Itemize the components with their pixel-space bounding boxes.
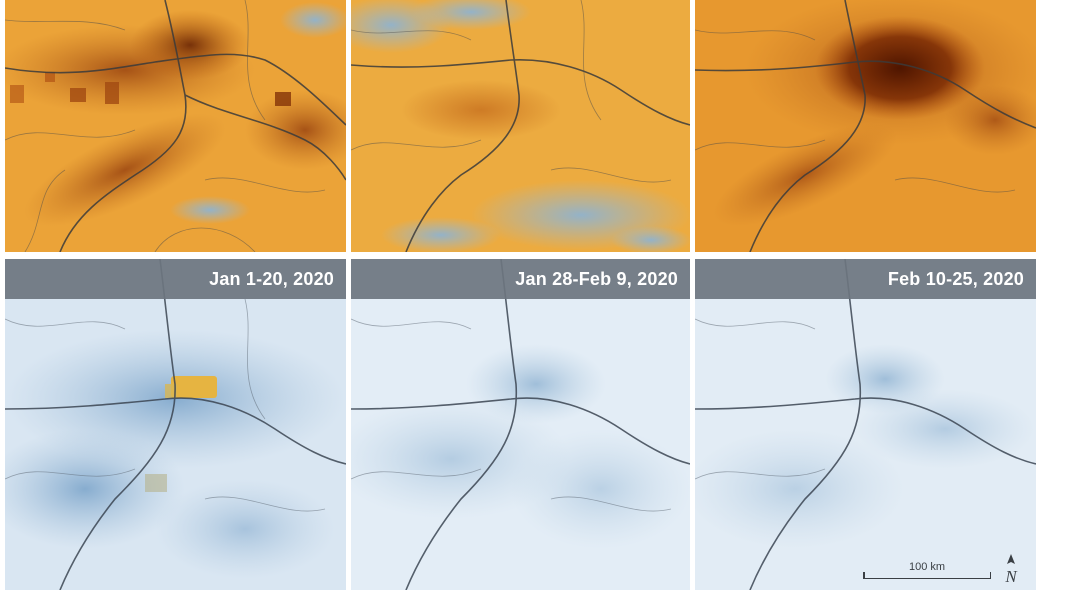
bottom-map-jan-28-feb-9: Jan 28-Feb 9, 2020 xyxy=(351,259,690,590)
no2-map-3-2020 xyxy=(695,259,1036,590)
no2-map-1-2019 xyxy=(5,0,346,252)
period-label-jan-28-feb-9: Jan 28-Feb 9, 2020 xyxy=(351,259,690,299)
no2-map-2-2020 xyxy=(351,259,690,590)
north-arrow-icon: N xyxy=(1004,554,1018,586)
top-map-jan-28-feb-9 xyxy=(351,0,690,252)
top-map-jan-1-20 xyxy=(5,0,346,252)
top-map-feb-10-25 xyxy=(695,0,1036,252)
no2-map-2-2019 xyxy=(351,0,690,252)
bottom-map-feb-10-25: Feb 10-25, 2020 100 km N xyxy=(695,259,1036,590)
no2-map-1-2020 xyxy=(5,259,346,590)
period-label-feb-10-25: Feb 10-25, 2020 xyxy=(695,259,1036,299)
north-arrow-letter: N xyxy=(1004,567,1018,586)
period-label-jan-1-20: Jan 1-20, 2020 xyxy=(5,259,346,299)
scale-bar-line xyxy=(863,572,991,579)
no2-map-3-2019 xyxy=(695,0,1036,252)
scale-bar: 100 km xyxy=(862,561,992,583)
scale-bar-label: 100 km xyxy=(908,561,946,573)
bottom-map-jan-1-20: Jan 1-20, 2020 xyxy=(5,259,346,590)
